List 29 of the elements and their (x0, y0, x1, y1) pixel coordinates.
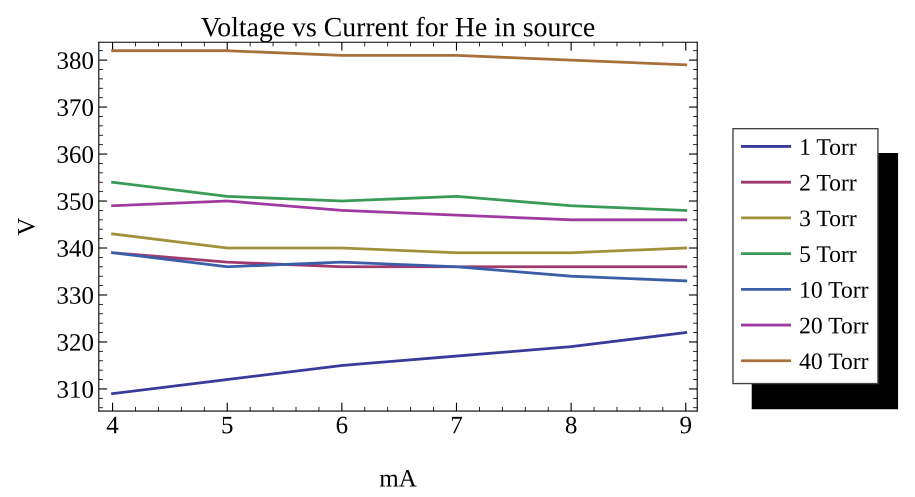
x-axis-title: mA (380, 470, 417, 486)
legend-label: 2 Torr (800, 174, 856, 191)
legend-label: 40 Torr (800, 353, 868, 370)
line-series (111, 251, 688, 282)
x-tick-label: 4 (106, 416, 118, 434)
y-tick-label: 350 (58, 193, 94, 210)
y-axis-title: V (18, 218, 35, 236)
y-tick-label: 370 (58, 99, 94, 116)
line-series (111, 331, 688, 396)
chart-title: Voltage vs Current for He in source (201, 16, 594, 42)
x-tick-label: 8 (566, 416, 576, 434)
line-series (111, 200, 688, 222)
legend-label: 3 Torr (800, 210, 856, 226)
y-tick-label: 320 (58, 334, 94, 351)
y-tick-label: 360 (58, 146, 94, 163)
x-tick-label: 5 (222, 416, 232, 434)
y-tick-label: 330 (58, 287, 94, 304)
legend-label: 1 Torr (801, 139, 856, 155)
x-tick-label: 7 (452, 416, 462, 434)
y-tick-label: 340 (58, 240, 94, 257)
legend-label: 10 Torr (801, 282, 868, 298)
x-tick-label: 9 (680, 416, 691, 434)
legend-label: 20 Torr (800, 318, 868, 334)
y-tick-label: 310 (58, 380, 94, 398)
x-tick-label: 6 (336, 416, 348, 434)
y-tick-label: 380 (58, 52, 94, 70)
line-series (111, 49, 688, 66)
legend-label: 5 Torr (800, 246, 856, 262)
line-series (111, 180, 688, 212)
